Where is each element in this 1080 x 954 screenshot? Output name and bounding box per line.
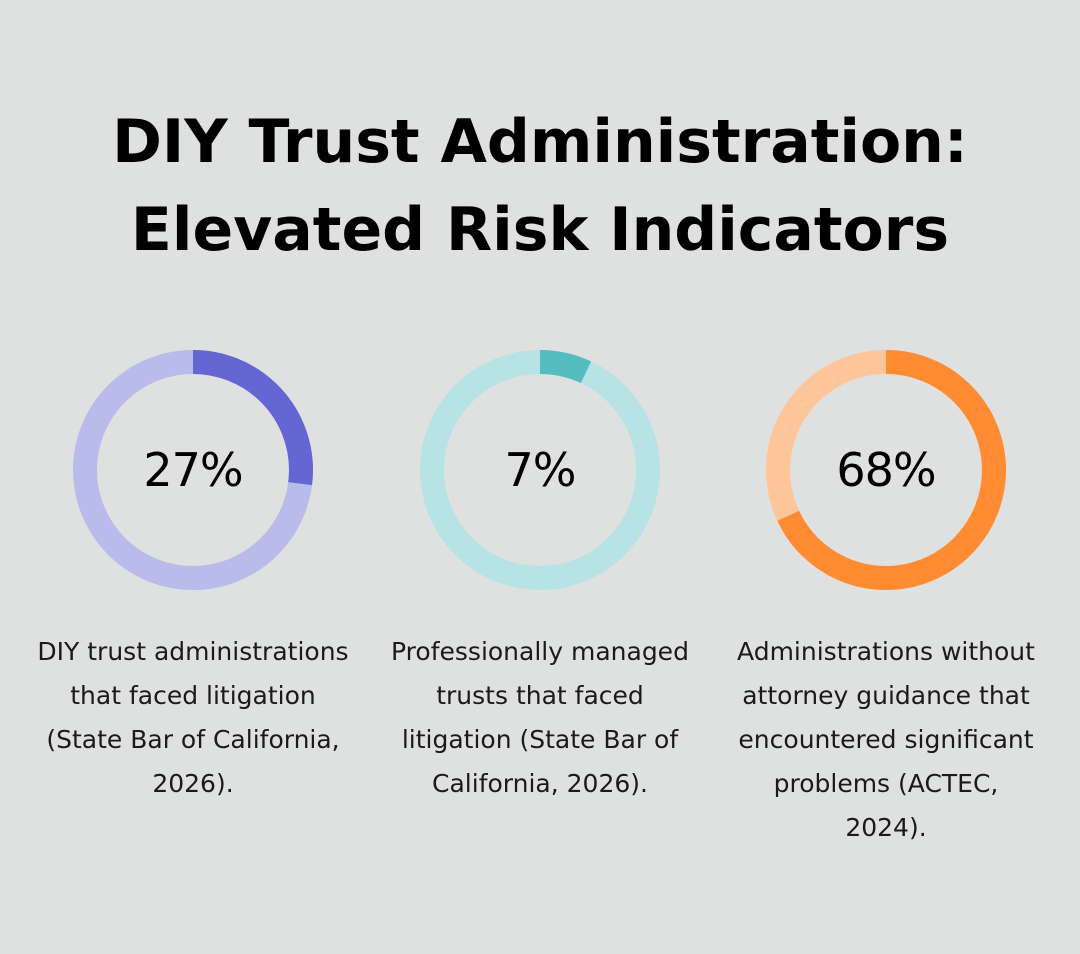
stat-card-no-attorney: 68% Administrations without attorney gui… <box>726 340 1046 850</box>
stat-card-professional: 7% Professionally managed trusts that fa… <box>380 340 700 806</box>
donut-fill-no-attorney <box>766 350 1006 590</box>
title-line-2: Elevated Risk Indicators <box>130 195 950 265</box>
percentage-value-diy: 27% <box>143 443 243 497</box>
donut-chart-professional: 7% <box>410 340 670 600</box>
stat-description-no-attorney: Administrations without attorney guidanc… <box>737 637 1035 842</box>
title-line-1: DIY Trust Administration: <box>112 107 968 177</box>
percentage-value-no-attorney: 68% <box>836 443 936 497</box>
percentage-value-professional: 7% <box>504 443 577 497</box>
donut-svg-no-attorney <box>766 350 1006 590</box>
stat-description-diy: DIY trust administrations that faced lit… <box>37 637 349 798</box>
page-title: DIY Trust Administration: Elevated Risk … <box>0 98 1080 274</box>
stat-description-professional: Professionally managed trusts that faced… <box>391 637 689 798</box>
donut-fill-diy <box>73 350 313 590</box>
donut-svg-diy <box>73 350 313 590</box>
donut-chart-no-attorney: 68% <box>756 340 1016 600</box>
donut-svg-professional <box>420 350 660 590</box>
stat-card-diy: 27% DIY trust administrations that faced… <box>33 340 353 806</box>
donut-fill-professional <box>420 350 660 590</box>
donut-chart-diy: 27% <box>63 340 323 600</box>
